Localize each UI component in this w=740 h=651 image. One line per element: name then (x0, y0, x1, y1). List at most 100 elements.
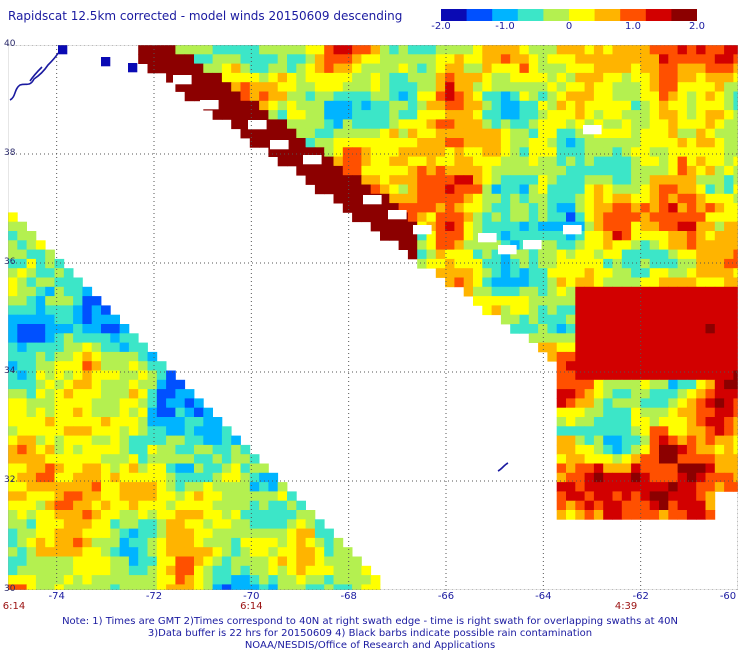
latitude-label: 38 (4, 148, 16, 158)
wind-difference-cell (221, 537, 232, 548)
wind-difference-cell (73, 444, 83, 455)
wind-difference-cell (63, 444, 74, 455)
wind-difference-cell (584, 184, 595, 195)
wind-difference-cell (659, 379, 669, 390)
wind-difference-cell (603, 203, 613, 213)
wind-difference-cell (435, 193, 446, 204)
wind-difference-cell (500, 82, 511, 92)
color-scale-swatch (569, 9, 596, 21)
wind-difference-cell (445, 72, 455, 83)
wind-difference-cell (277, 537, 288, 548)
wind-difference-cell (696, 305, 706, 316)
wind-difference-cell (268, 82, 279, 92)
wind-difference-cell (184, 472, 195, 483)
wind-difference-cell (361, 54, 372, 64)
wind-difference-cell (686, 277, 697, 288)
wind-difference-cell (26, 454, 37, 464)
wind-difference-cell (528, 91, 539, 102)
wind-difference-cell (556, 119, 567, 130)
wind-difference-cell (631, 454, 641, 464)
wind-difference-cell (659, 333, 669, 343)
wind-difference-cell (519, 156, 530, 167)
wind-difference-cell (668, 342, 678, 353)
wind-difference-cell (45, 463, 55, 474)
wind-difference-cell (426, 231, 437, 241)
longitude-label: -60 (719, 591, 737, 602)
wind-difference-cell (640, 138, 651, 148)
wind-difference-cell (333, 45, 344, 55)
wind-difference-cell (194, 45, 204, 55)
wind-difference-cell (184, 510, 195, 520)
wind-difference-cell (612, 82, 623, 92)
wind-difference-cell (156, 565, 167, 576)
wind-difference-cell (714, 342, 725, 353)
wind-difference-cell (54, 500, 65, 511)
wind-difference-cell (454, 193, 465, 204)
wind-difference-cell (417, 100, 427, 111)
wind-difference-cell (659, 370, 669, 381)
wind-difference-cell (361, 575, 372, 585)
wind-difference-cell (593, 351, 604, 362)
wind-difference-cell (714, 351, 725, 362)
wind-difference-cell (473, 91, 483, 102)
wind-difference-cell (566, 147, 576, 157)
wind-difference-cell (17, 528, 27, 539)
wind-difference-cell (538, 305, 548, 316)
wind-difference-cell (556, 426, 567, 436)
wind-difference-cell (17, 268, 27, 278)
wind-difference-cell (324, 584, 334, 590)
wind-difference-cell (435, 110, 446, 120)
wind-difference-cell (45, 472, 55, 483)
wind-difference-cell (696, 370, 706, 381)
wind-difference-cell (538, 193, 548, 204)
wind-difference-cell (380, 91, 390, 102)
wind-difference-cell (8, 221, 18, 232)
wind-difference-cell (26, 472, 37, 483)
wind-difference-cell (128, 547, 139, 557)
wind-difference-cell (612, 435, 623, 446)
wind-difference-cell (240, 54, 251, 64)
wind-difference-cell (640, 417, 651, 427)
wind-difference-cell (482, 119, 492, 130)
wind-difference-cell (603, 435, 613, 446)
wind-difference-cell (491, 184, 502, 195)
wind-difference-cell (166, 417, 176, 427)
wind-difference-cell (696, 342, 706, 353)
wind-difference-cell (668, 147, 678, 157)
wind-difference-cell (166, 435, 176, 446)
wind-difference-cell (35, 482, 46, 492)
wind-difference-cell (649, 165, 660, 176)
wind-difference-cell (528, 128, 539, 139)
wind-difference-cell (417, 249, 427, 260)
wind-difference-cell (454, 82, 465, 92)
wind-difference-cell (17, 500, 27, 511)
wind-difference-cell (119, 370, 130, 381)
wind-difference-cell (659, 156, 669, 167)
wind-difference-cell (110, 547, 120, 557)
wind-difference-cell (696, 82, 706, 92)
wind-difference-cell (547, 231, 558, 241)
wind-difference-cell (203, 417, 213, 427)
wind-difference-cell (668, 305, 678, 316)
wind-difference-cell (696, 426, 706, 436)
wind-difference-cell (231, 537, 241, 548)
wind-difference-cell (352, 575, 362, 585)
wind-difference-cell (538, 249, 548, 260)
wind-difference-cell (677, 156, 688, 167)
wind-difference-cell (519, 203, 530, 213)
wind-difference-cell (631, 54, 641, 64)
wind-difference-cell (714, 361, 725, 371)
wind-difference-cell (724, 472, 734, 483)
wind-difference-cell (45, 528, 55, 539)
wind-difference-cell (649, 277, 660, 288)
wind-difference-cell (668, 454, 678, 464)
wind-difference-cell (566, 110, 576, 120)
wind-difference-cell (138, 389, 148, 399)
wind-difference-cell (231, 100, 241, 111)
wind-difference-cell (705, 426, 716, 436)
wind-difference-cell (184, 398, 195, 409)
wind-difference-cell (156, 379, 167, 390)
wind-difference-cell (556, 63, 567, 74)
wind-difference-cell (649, 454, 660, 464)
wind-difference-cell (686, 417, 697, 427)
